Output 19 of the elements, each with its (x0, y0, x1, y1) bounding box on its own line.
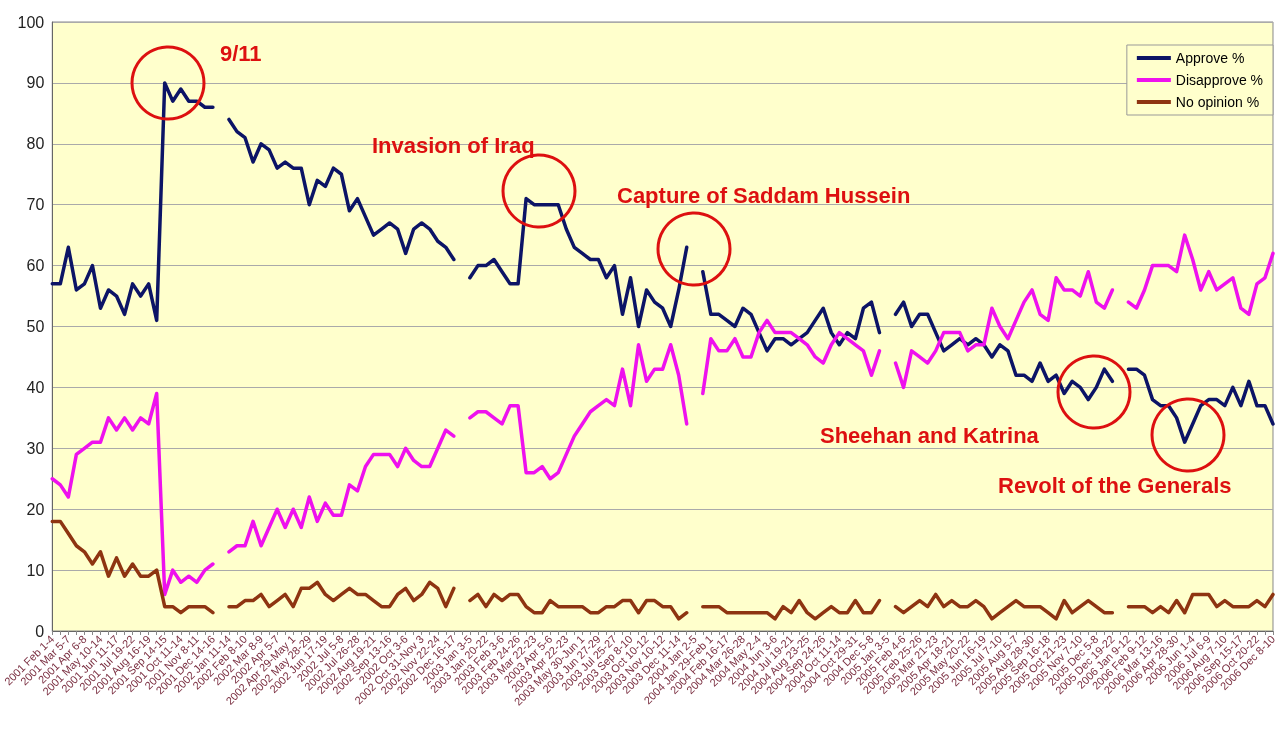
y-tick-label: 30 (26, 439, 45, 457)
legend-label: Disapprove % (1175, 72, 1263, 88)
y-tick-label: 70 (26, 196, 45, 214)
annotation: Invasion of Iraq (372, 132, 535, 158)
y-tick-label: 0 (35, 622, 45, 640)
y-tick-label: 40 (26, 378, 45, 396)
y-tick-label: 50 (26, 318, 45, 335)
legend-label: No opinion % (1175, 94, 1260, 110)
annotation: Sheehan and Katrina (820, 422, 1040, 448)
y-tick-label: 80 (26, 135, 45, 153)
y-tick-label: 20 (26, 500, 45, 518)
annotation: Capture of Saddam Hussein (617, 182, 911, 208)
y-tick-label: 60 (26, 257, 45, 275)
legend-label: Approve % (1175, 50, 1245, 66)
y-tick-label: 100 (17, 13, 45, 31)
y-tick-label: 10 (26, 561, 45, 579)
annotation: 9/11 (220, 40, 262, 66)
y-tick-label: 90 (26, 74, 45, 92)
annotation: Revolt of the Generals (998, 472, 1232, 498)
